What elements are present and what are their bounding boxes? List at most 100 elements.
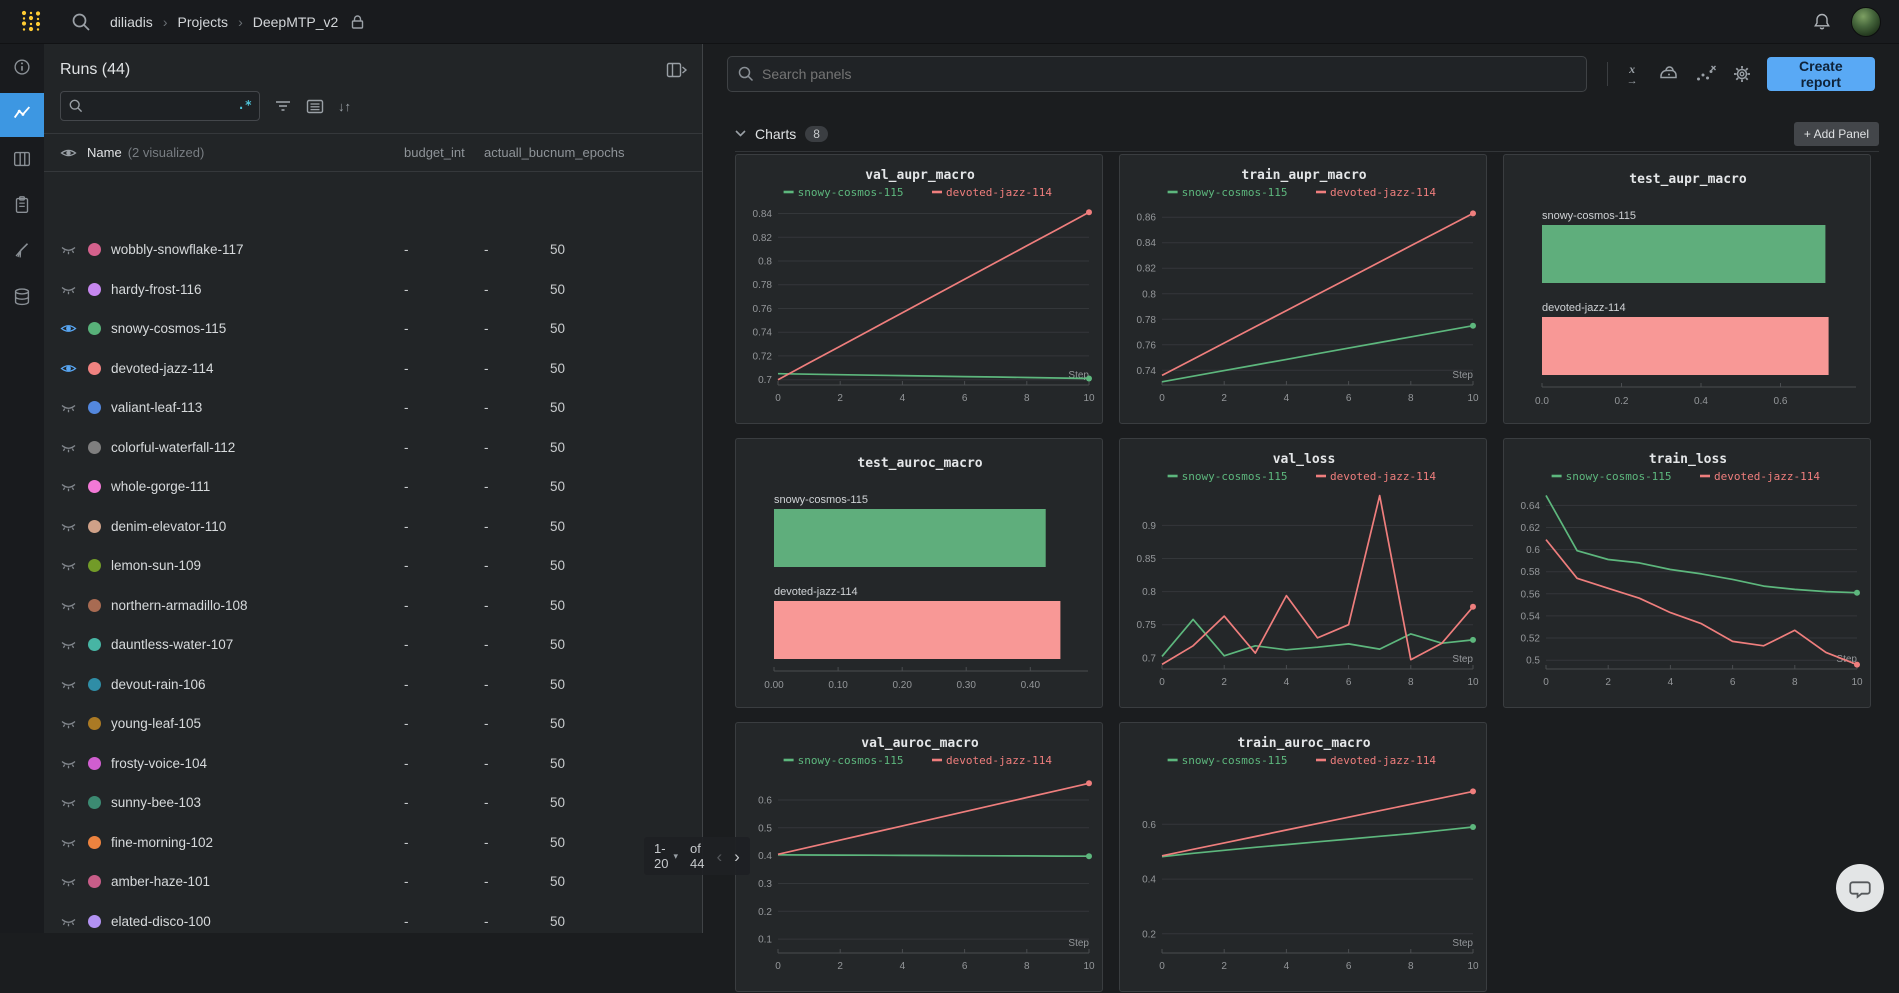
smoothing-icon[interactable] xyxy=(1657,61,1682,87)
run-row[interactable]: northern-armadillo-108--50 xyxy=(44,586,702,626)
breadcrumb-project[interactable]: DeepMTP_v2 xyxy=(253,14,339,30)
run-row[interactable]: sunny-bee-103--50 xyxy=(44,783,702,823)
gear-icon[interactable] xyxy=(1730,61,1755,87)
run-row[interactable]: devout-rain-106--50 xyxy=(44,665,702,705)
svg-text:0.86: 0.86 xyxy=(1137,213,1157,224)
next-page-button[interactable]: › xyxy=(734,848,740,865)
group-list-icon[interactable] xyxy=(306,99,324,114)
run-row[interactable]: wobbly-snowflake-117--50 xyxy=(44,230,702,270)
search-icon[interactable] xyxy=(70,11,92,33)
eye-open-icon[interactable] xyxy=(60,322,84,335)
run-name[interactable]: dauntless-water-107 xyxy=(111,637,404,652)
eye-closed-icon[interactable] xyxy=(60,520,84,533)
run-name[interactable]: elated-disco-100 xyxy=(111,914,404,929)
outliers-icon[interactable] xyxy=(1693,61,1718,87)
runs-search-input[interactable] xyxy=(60,91,260,121)
run-name[interactable]: devout-rain-106 xyxy=(111,677,404,692)
eye-closed-icon[interactable] xyxy=(60,836,84,849)
run-row[interactable]: young-leaf-105--50 xyxy=(44,704,702,744)
run-name[interactable]: devoted-jazz-114 xyxy=(111,361,404,376)
regex-icon[interactable]: .* xyxy=(238,98,252,112)
eye-closed-icon[interactable] xyxy=(60,283,84,296)
run-row[interactable]: denim-elevator-110--50 xyxy=(44,507,702,547)
run-row[interactable]: amber-haze-101--50 xyxy=(44,862,702,902)
run-row[interactable]: fine-morning-102--50 xyxy=(44,823,702,863)
run-name[interactable]: northern-armadillo-108 xyxy=(111,598,404,613)
column-budget-int[interactable]: budget_int xyxy=(404,145,484,160)
prev-page-button[interactable]: ‹ xyxy=(716,848,722,865)
eye-closed-icon[interactable] xyxy=(60,678,84,691)
eye-closed-icon[interactable] xyxy=(60,243,84,256)
eye-closed-icon[interactable] xyxy=(60,599,84,612)
add-panel-button[interactable]: + Add Panel xyxy=(1794,122,1879,146)
run-name[interactable]: valiant-leaf-113 xyxy=(111,400,404,415)
eye-closed-icon[interactable] xyxy=(60,717,84,730)
run-row[interactable]: hardy-frost-116--50 xyxy=(44,270,702,310)
x-axis-settings-icon[interactable]: x → xyxy=(1620,61,1645,87)
eye-closed-icon[interactable] xyxy=(60,638,84,651)
charts-section-title[interactable]: Charts xyxy=(755,126,796,142)
run-name[interactable]: snowy-cosmos-115 xyxy=(111,321,404,336)
sidebar-item-workspace[interactable] xyxy=(0,93,44,137)
run-name[interactable]: young-leaf-105 xyxy=(111,716,404,731)
sidebar-item-sweeps[interactable] xyxy=(0,231,44,275)
breadcrumb-projects[interactable]: Projects xyxy=(177,14,228,30)
avatar[interactable] xyxy=(1851,7,1881,37)
run-row[interactable]: whole-gorge-111--50 xyxy=(44,467,702,507)
run-row[interactable]: lemon-sun-109--50 xyxy=(44,546,702,586)
run-row[interactable]: valiant-leaf-113--50 xyxy=(44,388,702,428)
chat-button[interactable] xyxy=(1836,864,1884,912)
run-name[interactable]: sunny-bee-103 xyxy=(111,795,404,810)
eye-closed-icon[interactable] xyxy=(60,757,84,770)
run-name[interactable]: colorful-waterfall-112 xyxy=(111,440,404,455)
run-name[interactable]: denim-elevator-110 xyxy=(111,519,404,534)
run-row[interactable]: devoted-jazz-114--50 xyxy=(44,349,702,389)
search-panels-input[interactable] xyxy=(727,56,1587,92)
eye-closed-icon[interactable] xyxy=(60,559,84,572)
run-name[interactable]: amber-haze-101 xyxy=(111,874,404,889)
eye-closed-icon[interactable] xyxy=(60,401,84,414)
column-actuall-buc[interactable]: actuall_buc xyxy=(484,145,550,160)
run-row[interactable]: dauntless-water-107--50 xyxy=(44,625,702,665)
sidebar-item-artifacts[interactable] xyxy=(0,277,44,321)
collapse-table-icon[interactable] xyxy=(666,61,688,79)
run-row[interactable]: colorful-waterfall-112--50 xyxy=(44,428,702,468)
eye-closed-icon[interactable] xyxy=(60,441,84,454)
run-name[interactable]: whole-gorge-111 xyxy=(111,479,404,494)
sidebar-item-overview[interactable] xyxy=(0,47,44,91)
run-row[interactable]: elated-disco-100--50 xyxy=(44,902,702,934)
run-name[interactable]: lemon-sun-109 xyxy=(111,558,404,573)
column-num-epochs[interactable]: num_epochs xyxy=(550,145,690,160)
column-name[interactable]: Name xyxy=(87,145,122,160)
run-name[interactable]: fine-morning-102 xyxy=(111,835,404,850)
filter-icon[interactable] xyxy=(274,99,292,113)
eye-closed-icon[interactable] xyxy=(60,796,84,809)
breadcrumb-entity[interactable]: diliadis xyxy=(110,14,153,30)
run-name[interactable]: hardy-frost-116 xyxy=(111,282,404,297)
chevron-down-icon[interactable] xyxy=(735,130,746,137)
bell-icon[interactable] xyxy=(1811,11,1833,33)
sidebar-item-logs[interactable] xyxy=(0,185,44,229)
create-report-button[interactable]: Create report xyxy=(1767,57,1875,91)
run-row[interactable]: snowy-cosmos-115--50 xyxy=(44,309,702,349)
eye-closed-icon[interactable] xyxy=(60,875,84,888)
eye-closed-icon[interactable] xyxy=(60,915,84,928)
run-name[interactable]: frosty-voice-104 xyxy=(111,756,404,771)
wandb-logo[interactable] xyxy=(18,9,44,35)
eye-icon[interactable] xyxy=(60,147,77,159)
eye-closed-icon[interactable] xyxy=(60,480,84,493)
sidebar-item-table[interactable] xyxy=(0,139,44,183)
run-row[interactable]: frosty-voice-104--50 xyxy=(44,744,702,784)
page-size-select[interactable]: 1-20 ▾ xyxy=(654,841,678,871)
run-name[interactable]: wobbly-snowflake-117 xyxy=(111,242,404,257)
sort-icon[interactable]: ↓↑ xyxy=(338,99,351,114)
eye-open-icon[interactable] xyxy=(60,362,84,375)
